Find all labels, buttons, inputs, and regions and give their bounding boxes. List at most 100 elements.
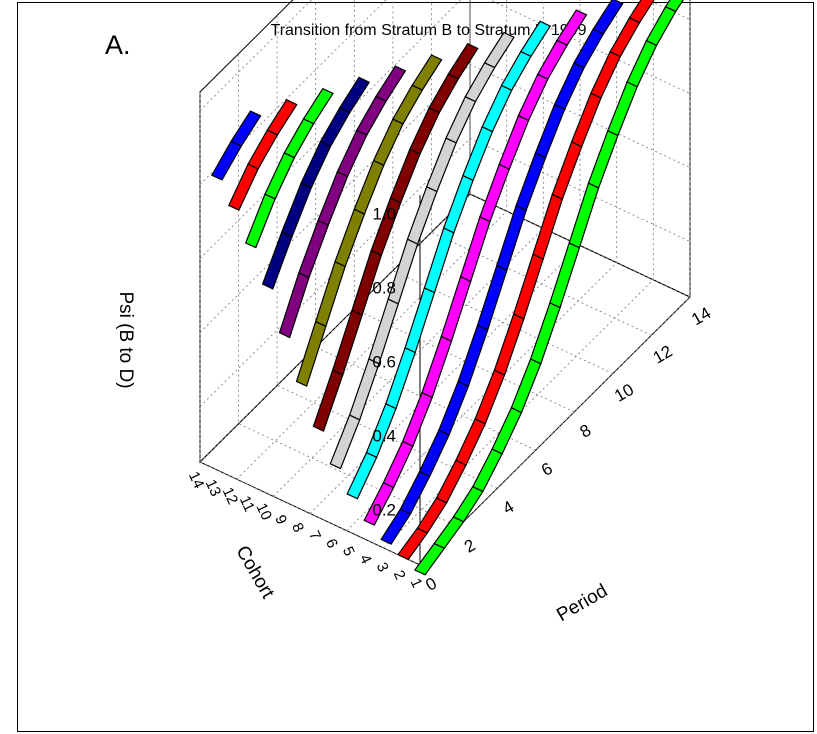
ribbon-segment xyxy=(498,114,530,170)
ribbon-segment xyxy=(329,414,361,470)
ribbon-segment xyxy=(331,309,363,376)
ribbon-segment xyxy=(471,448,504,493)
ribbon-segment xyxy=(607,81,638,137)
series-cohort-13 xyxy=(210,110,262,181)
y-tick-label: 7 xyxy=(305,528,324,543)
ribbon-segment xyxy=(228,163,259,211)
y-axis-label: Cohort xyxy=(231,542,278,603)
ribbon-segment xyxy=(210,140,243,181)
grid-line-y xyxy=(419,0,691,566)
series-cohort-10 xyxy=(261,76,371,290)
z-axis-label: Psi (B to D) xyxy=(115,291,136,388)
ribbon-segment xyxy=(428,73,460,114)
x-tick-label: 6 xyxy=(538,459,556,480)
x-tick-label: 10 xyxy=(611,380,637,406)
z-tick-label: 0.8 xyxy=(372,279,396,298)
back-wall-left xyxy=(199,0,471,464)
x-tick-label: 2 xyxy=(461,535,479,556)
z-tick-label: 1.0 xyxy=(372,205,396,224)
ribbon-segment xyxy=(570,92,602,148)
ribbon-segment xyxy=(532,193,564,260)
series-cohort-12 xyxy=(228,99,298,211)
y-tick-label: 12 xyxy=(219,485,241,507)
ribbon-segment xyxy=(491,406,523,455)
ribbon-segment xyxy=(592,0,624,35)
ribbon-segment xyxy=(317,170,349,227)
ribbon-segment xyxy=(536,39,569,80)
series-cohort-4 xyxy=(363,9,588,526)
y-tick-label: 5 xyxy=(339,544,358,559)
ribbon-segment xyxy=(283,118,315,159)
series-cohort-1 xyxy=(413,0,684,576)
ribbon-segment xyxy=(382,440,414,489)
ribbon-segment xyxy=(556,9,588,46)
ribbon-segment xyxy=(281,182,313,238)
grid-line-z xyxy=(199,0,312,111)
ribbon-segment xyxy=(247,129,279,170)
ribbon-segment xyxy=(609,17,641,58)
ribbon-segment xyxy=(421,335,453,399)
ribbon-segment xyxy=(399,470,431,515)
z-tick-label: 0.6 xyxy=(372,353,396,372)
ribbon-segment xyxy=(372,118,404,166)
ribbon-segment xyxy=(302,87,334,125)
y-tick-label: 11 xyxy=(236,493,258,514)
ribbon-segment xyxy=(529,301,561,365)
y-tick-label: 14 xyxy=(185,469,207,491)
ribbon-segment xyxy=(416,497,448,534)
ribbon-segment xyxy=(493,313,525,376)
y-tick-label: 4 xyxy=(356,552,375,567)
ribbon-segment xyxy=(401,391,433,447)
grid-line-y xyxy=(383,0,654,549)
ribbon-segment xyxy=(266,99,298,136)
ribbon-segment xyxy=(409,107,441,155)
series-cohort-5 xyxy=(346,20,552,500)
chart-frame xyxy=(17,2,814,732)
ribbon-segment xyxy=(515,152,547,212)
ribbon-segment xyxy=(512,253,544,320)
ribbon-segment xyxy=(573,28,605,69)
ribbon-segment xyxy=(496,204,527,272)
series-cohort-11 xyxy=(244,87,334,249)
series-cohort-7 xyxy=(312,42,479,432)
y-tick-label: 2 xyxy=(390,568,409,583)
series-cohort-9 xyxy=(278,65,407,339)
ribbon-segment xyxy=(479,163,511,223)
series-cohort-6 xyxy=(329,31,515,470)
y-tick-label: 6 xyxy=(322,536,341,551)
ribbon-segment xyxy=(455,418,487,466)
grid-line-y xyxy=(199,0,471,463)
series-cohort-8 xyxy=(295,54,443,387)
ribbon-segment xyxy=(519,20,552,58)
ribbon-segment xyxy=(481,84,513,133)
ribbon-segment xyxy=(314,260,346,328)
ribbon-segment xyxy=(389,148,421,204)
ribbon-segment xyxy=(264,151,296,200)
ribbon-segment xyxy=(438,380,470,436)
x-tick-label: 8 xyxy=(577,420,595,441)
ribbon-segment xyxy=(459,215,491,283)
ribbon-segment xyxy=(261,230,293,290)
y-tick-label: 1 xyxy=(407,576,426,591)
ribbon-segment xyxy=(500,50,532,91)
x-tick-label: 4 xyxy=(500,497,518,518)
ribbon-segment xyxy=(230,110,262,147)
ribbon-segment xyxy=(476,264,508,331)
grid-line-x xyxy=(199,92,421,566)
ribbon-segment xyxy=(452,485,484,523)
ribbon-segment xyxy=(447,42,479,80)
ribbon-segment xyxy=(295,320,327,387)
ribbon-segment xyxy=(568,182,600,249)
grid-line-z xyxy=(199,0,691,185)
y-tick-label: 10 xyxy=(253,501,275,523)
x-tick-label: 12 xyxy=(650,342,676,368)
ribbon-segment xyxy=(628,0,655,24)
grid-line-x xyxy=(315,0,536,451)
ribbon-segment xyxy=(551,141,583,200)
ribbon-segment xyxy=(645,5,677,47)
y-tick-label: 3 xyxy=(373,560,392,575)
ribbon-segment xyxy=(534,103,566,159)
grid-line-x xyxy=(276,15,498,489)
ribbon-segment xyxy=(244,193,276,249)
ribbon-segment xyxy=(418,429,450,477)
